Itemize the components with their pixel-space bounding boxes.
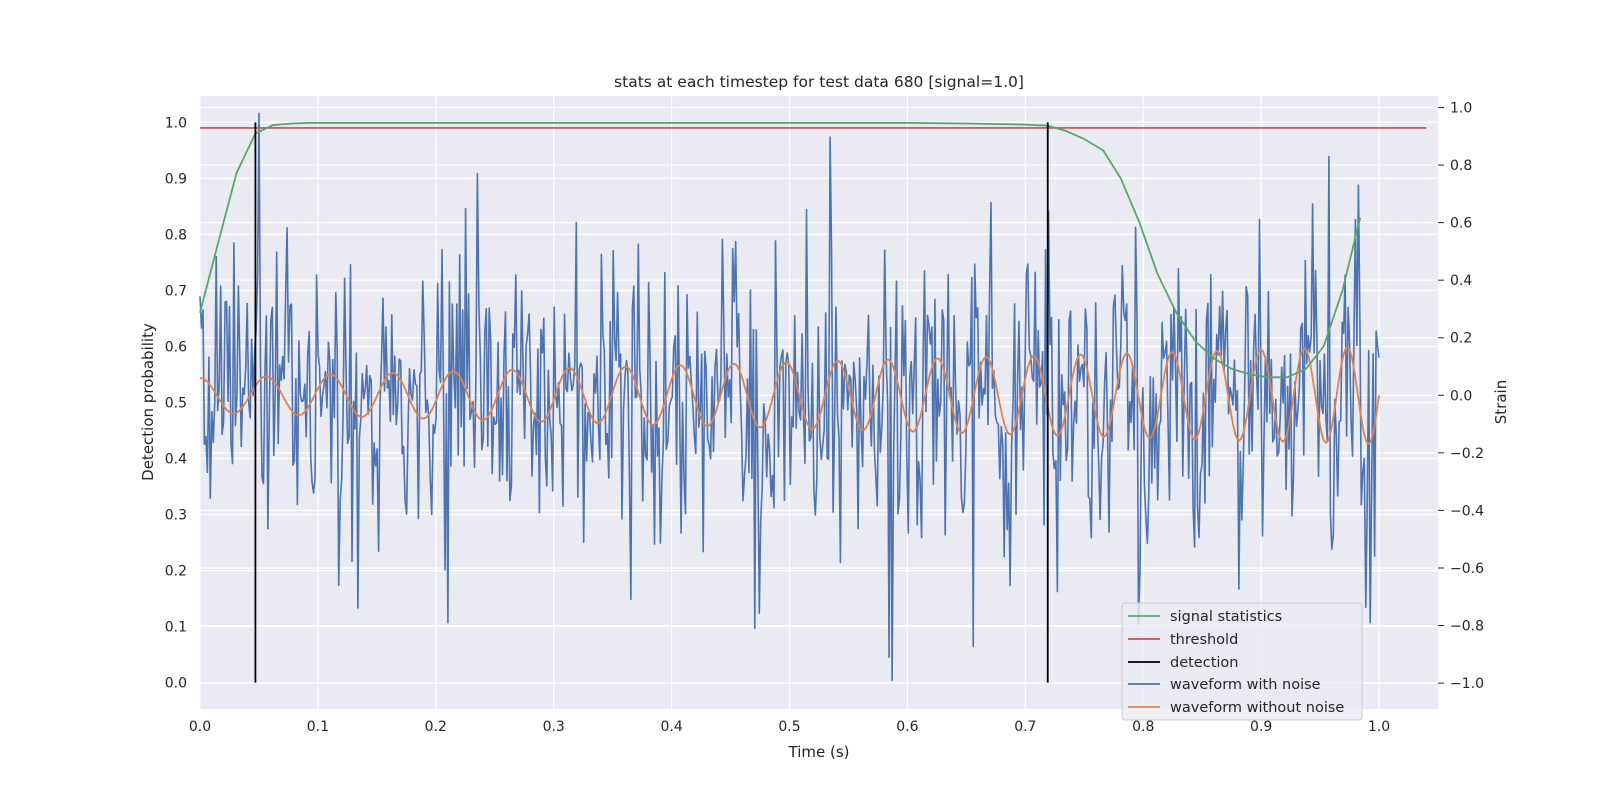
y-tick-label-left: 0.4 — [165, 452, 187, 468]
y-tick-label-left: 1.0 — [165, 115, 187, 131]
x-tick-label: 0.6 — [896, 719, 918, 735]
y-tick-label-left: 0.0 — [165, 676, 187, 692]
y-tick-label-left: 0.8 — [165, 227, 187, 243]
legend-label-waveform-without-noise: waveform without noise — [1170, 700, 1344, 716]
chart-title: stats at each timestep for test data 680… — [614, 73, 1024, 91]
legend-label-waveform-with-noise: waveform with noise — [1170, 677, 1321, 693]
legend-label-threshold: threshold — [1170, 632, 1238, 648]
y-axis-title-left: Detection probability — [139, 323, 157, 481]
y-tick-label-left: 0.2 — [165, 564, 187, 580]
waveform-without-noise-line — [199, 346, 1380, 445]
y-tick-label-left: 0.1 — [165, 620, 187, 636]
y-tick-label-right: 0.2 — [1450, 331, 1472, 347]
y-tick-label-left: 0.6 — [165, 339, 187, 355]
y-tick-label-left: 0.3 — [165, 508, 187, 524]
series-layer — [199, 112, 1427, 683]
y-tick-label-left: 0.5 — [165, 396, 187, 412]
y-tick-label-right: 0.4 — [1450, 273, 1472, 289]
legend-label-signal-statistics: signal statistics — [1170, 609, 1282, 625]
y-tick-label-right: −1.0 — [1450, 676, 1484, 692]
y-tick-label-left: 0.9 — [165, 171, 187, 187]
y-tick-label-right: 0.0 — [1450, 388, 1472, 404]
y-tick-labels-left: 0.0 0.1 0.2 0.3 0.4 0.5 0.6 0.7 0.8 0.9 1.0 — [165, 115, 187, 691]
x-tick-label: 0.9 — [1250, 719, 1272, 735]
x-tick-label: 0.8 — [1132, 719, 1154, 735]
x-tick-label: 0.5 — [778, 719, 800, 735]
legend: signal statistics threshold detection wa… — [1121, 602, 1363, 721]
x-tick-labels: 0.0 0.1 0.2 0.3 0.4 0.5 0.6 0.7 0.8 0.9 1.0 — [189, 719, 1390, 735]
signal-statistics-line — [199, 122, 1362, 379]
x-tick-label: 0.0 — [189, 719, 211, 735]
y-tick-label-right: 1.0 — [1450, 101, 1472, 117]
x-tick-label: 0.3 — [543, 719, 565, 735]
y-tick-label-right: −0.2 — [1450, 446, 1484, 462]
x-tick-label: 0.2 — [425, 719, 447, 735]
x-tick-label: 0.1 — [307, 719, 329, 735]
x-tick-label: 1.0 — [1368, 719, 1390, 735]
x-tick-label: 0.7 — [1014, 719, 1036, 735]
x-axis-title: Time (s) — [788, 743, 850, 761]
legend-box — [1121, 602, 1363, 721]
y-tick-label-left: 0.7 — [165, 283, 187, 299]
y-tick-label-right: −0.4 — [1450, 503, 1484, 519]
y-axis-title-right: Strain — [1492, 380, 1510, 424]
legend-label-detection: detection — [1170, 655, 1238, 671]
y-tick-label-right: 0.8 — [1450, 158, 1472, 174]
y-tick-label-right: −0.8 — [1450, 619, 1484, 635]
y-tick-labels-right: −1.0 −0.8 −0.6 −0.4 −0.2 0.0 0.2 0.4 0.6 0.8 1.0 — [1438, 101, 1484, 692]
y-tick-label-right: 0.6 — [1450, 216, 1472, 232]
y-tick-label-right: −0.6 — [1450, 561, 1484, 577]
x-tick-label: 0.4 — [660, 719, 682, 735]
waveform-with-noise-line — [199, 112, 1380, 682]
